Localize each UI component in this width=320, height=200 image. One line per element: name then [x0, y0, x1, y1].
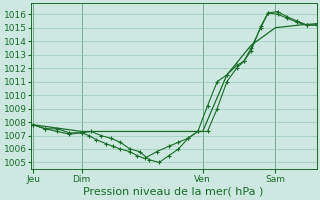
X-axis label: Pression niveau de la mer( hPa ): Pression niveau de la mer( hPa )	[84, 187, 264, 197]
